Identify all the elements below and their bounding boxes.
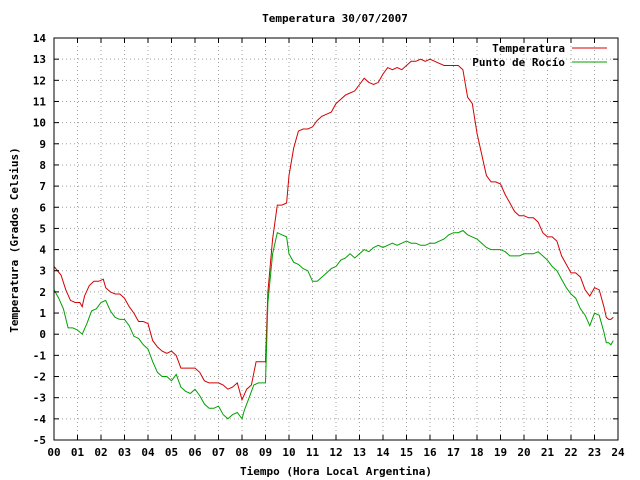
x-tick-label: 05	[165, 446, 178, 459]
x-tick-label: 13	[353, 446, 366, 459]
y-tick-label: 8	[39, 159, 46, 172]
series-line-punto-de-rocio	[53, 229, 614, 420]
grid	[54, 38, 618, 440]
legend-label-punto-de-rocio: Punto de Rocío	[472, 56, 565, 69]
x-tick-label: 08	[235, 446, 248, 459]
x-tick-label: 09	[259, 446, 272, 459]
y-tick-label: 11	[33, 95, 47, 108]
x-tick-labels: 00 01 02 03 04 05 06 07 08 09 10 11 12 13 14 15 16 17 18 19…	[47, 446, 625, 459]
y-tick-label: -5	[33, 434, 46, 447]
x-tick-label: 00	[47, 446, 60, 459]
y-tick-label: -2	[33, 371, 46, 384]
x-tick-label: 15	[400, 446, 413, 459]
x-tick-label: 24	[611, 446, 625, 459]
y-tick-label: 10	[33, 117, 46, 130]
legend: Temperatura Punto de Rocío	[472, 42, 607, 69]
x-tick-label: 07	[212, 446, 225, 459]
x-tick-label: 19	[494, 446, 507, 459]
y-tick-label: 6	[39, 201, 46, 214]
y-tick-label: -3	[33, 392, 46, 405]
series-line-temperatura	[53, 58, 614, 402]
x-tick-label: 10	[282, 446, 295, 459]
x-tick-label: 23	[588, 446, 601, 459]
x-tick-label: 04	[141, 446, 155, 459]
chart-title: Temperatura 30/07/2007	[262, 12, 408, 25]
x-tick-label: 02	[94, 446, 107, 459]
legend-label-temperatura: Temperatura	[492, 42, 565, 55]
x-tick-label: 12	[329, 446, 342, 459]
ticks	[53, 37, 619, 441]
x-tick-label: 14	[376, 446, 390, 459]
y-tick-label: 0	[39, 328, 46, 341]
x-tick-label: 20	[517, 446, 530, 459]
y-tick-label: 13	[33, 53, 46, 66]
x-tick-label: 17	[447, 446, 460, 459]
y-tick-label: -4	[33, 413, 47, 426]
y-tick-label: 9	[39, 138, 46, 151]
y-tick-label: 12	[33, 74, 46, 87]
x-axis-label: Tiempo (Hora Local Argentina)	[240, 465, 432, 478]
x-tick-label: 03	[118, 446, 131, 459]
y-tick-label: 2	[39, 286, 46, 299]
x-tick-label: 11	[306, 446, 320, 459]
y-tick-label: 1	[39, 307, 46, 320]
x-tick-label: 21	[541, 446, 555, 459]
series-layer	[53, 58, 614, 420]
x-tick-label: 18	[470, 446, 483, 459]
x-tick-label: 01	[71, 446, 85, 459]
x-tick-label: 16	[423, 446, 437, 459]
y-tick-label: 3	[39, 265, 46, 278]
y-tick-label: 7	[39, 180, 46, 193]
y-tick-label: 5	[39, 222, 46, 235]
x-tick-label: 22	[564, 446, 577, 459]
y-tick-label: 14	[33, 32, 47, 45]
y-axis-label: Temperatura (Grados Celsius)	[8, 147, 21, 332]
x-tick-label: 06	[188, 446, 202, 459]
y-tick-label: -1	[33, 349, 47, 362]
y-tick-label: 4	[39, 244, 46, 257]
